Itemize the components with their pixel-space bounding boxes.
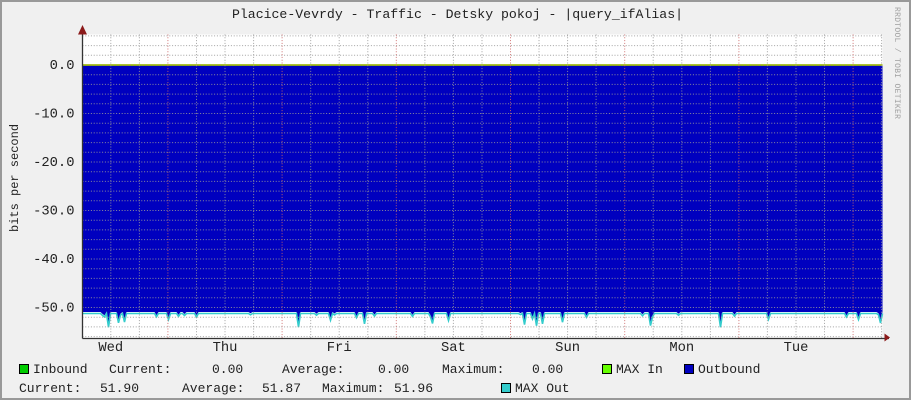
svg-text:-30.0: -30.0 (33, 205, 74, 220)
svg-text:Mon: Mon (669, 341, 694, 356)
svg-text:Tue: Tue (784, 341, 809, 356)
svg-text:-10.0: -10.0 (33, 108, 74, 123)
svg-text:Fri: Fri (327, 340, 352, 356)
svg-text:Sat: Sat (441, 341, 466, 356)
svg-text:-40.0: -40.0 (33, 253, 74, 268)
svg-text:Wed: Wed (98, 340, 123, 356)
svg-text:Thu: Thu (213, 340, 238, 356)
svg-text:-20.0: -20.0 (33, 156, 74, 171)
svg-text:0.0: 0.0 (50, 59, 75, 74)
svg-text:-50.0: -50.0 (33, 302, 74, 317)
svg-text:Sun: Sun (555, 341, 580, 356)
